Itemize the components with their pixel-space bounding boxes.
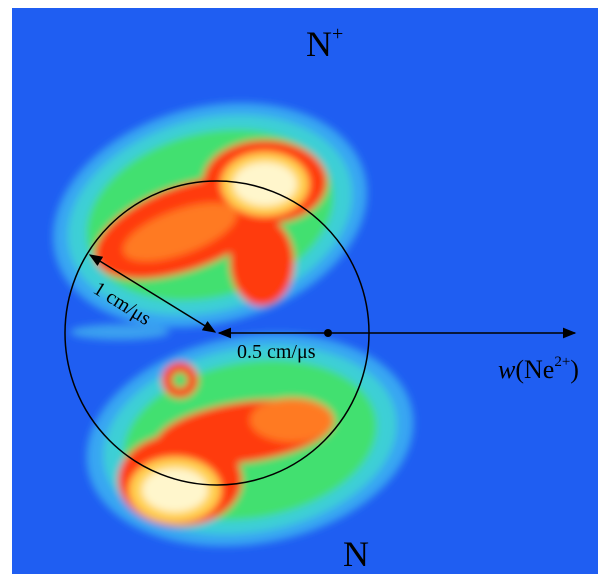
velocity-label-close: ) (570, 355, 579, 384)
bottom-label: N (343, 534, 369, 574)
velocity-label-sup: 2+ (554, 354, 570, 370)
velocity-map: N+ N 1 cm/μs 0.5 cm/μs w(Ne2+) (0, 0, 609, 583)
top-label-sup: + (332, 23, 343, 45)
velocity-point (324, 329, 332, 337)
velocity-label-text: (Ne (515, 355, 554, 384)
offset-label: 0.5 cm/μs (237, 341, 316, 363)
velocity-label-italic: w (498, 355, 516, 384)
top-label-text: N (306, 24, 332, 64)
